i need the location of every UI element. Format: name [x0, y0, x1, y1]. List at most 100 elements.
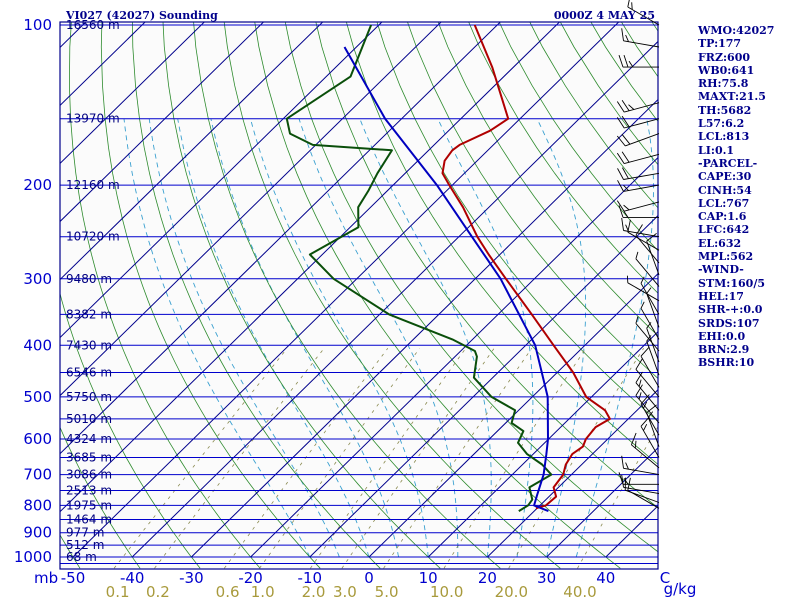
- mixing-ratio-tick-label: 40.0: [563, 583, 596, 600]
- wind-barb: [621, 474, 660, 495]
- height-label: 1464 m: [66, 513, 112, 527]
- wind-barb: [618, 54, 659, 68]
- pressure-tick-label: 400: [23, 336, 52, 354]
- isotherms: [60, 22, 658, 558]
- temperature-profile-line: [441, 24, 611, 510]
- moist-adiabat-line: [359, 118, 492, 558]
- moist-adiabat-line: [148, 118, 340, 558]
- height-label: 2513 m: [66, 484, 112, 498]
- dry-adiabat-line: [60, 292, 201, 569]
- height-label: 3086 m: [66, 468, 112, 482]
- height-label: 12160 m: [66, 178, 120, 192]
- pressure-tick-label: 800: [23, 496, 52, 514]
- index-item: CAPE:30: [698, 170, 752, 184]
- height-label: 1975 m: [66, 498, 112, 512]
- station-title: VI027 (42027) Sounding: [65, 9, 218, 22]
- index-item: -WIND-: [698, 263, 744, 277]
- index-item: EL:632: [698, 236, 742, 250]
- temperature-tick-label: 20: [478, 569, 497, 587]
- wind-barb: [646, 287, 660, 328]
- index-item: HEL:17: [698, 289, 744, 303]
- wind-barb: [616, 151, 660, 165]
- isotherm-line: [60, 22, 324, 281]
- mixing-ratio-unit-label: g/kg: [664, 580, 697, 598]
- plot-frame: [59, 21, 659, 570]
- wind-barb: [640, 394, 660, 436]
- sounding-indices-list: WMO:42027 TP:177 FRZ:600 WB0:641 RH:75.8 MAXT…: [698, 24, 798, 370]
- mixing-ratio-tick-label: 10.0: [430, 583, 463, 600]
- pressure-tick-label: 300: [23, 270, 52, 288]
- height-label: 3685 m: [66, 451, 112, 465]
- wind-barb: [635, 384, 660, 424]
- moist-adiabat-line: [298, 118, 459, 557]
- isotherm-line: [60, 22, 383, 339]
- index-item: STM:160/5: [698, 276, 765, 290]
- wind-barb: [630, 432, 660, 469]
- index-item: LI:0.1: [698, 143, 735, 157]
- index-item: L57:6.2: [698, 117, 745, 131]
- temperature-tick-label: -30: [179, 569, 204, 587]
- index-item: WB0:641: [698, 63, 755, 77]
- pressure-tick-label: 900: [23, 524, 52, 542]
- index-item: TP:177: [698, 37, 742, 51]
- pressure-tick-label: 600: [23, 430, 52, 448]
- wind-barb: [640, 276, 660, 315]
- mixing-ratio-line: [310, 347, 467, 569]
- isotherm-line: [309, 214, 658, 558]
- index-item: BRN:2.9: [698, 343, 750, 357]
- moist-adiabat-line: [536, 118, 587, 558]
- wind-barb: [646, 335, 660, 376]
- mixing-ratio-line: [154, 347, 325, 569]
- index-item: RH:75.8: [698, 77, 749, 91]
- isotherm-line: [60, 22, 502, 455]
- wind-barb: [635, 358, 660, 398]
- index-item: FRZ:600: [698, 50, 751, 64]
- wind-barb: [640, 416, 660, 458]
- index-item: TH:5682: [698, 103, 752, 117]
- temperature-tick-label: 0: [364, 569, 374, 587]
- height-label: 5750 m: [66, 390, 112, 404]
- index-item: WMO:42027: [698, 24, 775, 37]
- wind-barb: [618, 205, 659, 218]
- mixing-ratio-tick-labels: 0.1 0.2 0.6 1.0 2.0 3.0 5.0 10.0 20.0 40.0: [106, 583, 597, 600]
- wind-barb: [621, 455, 660, 476]
- height-label: 977 m: [66, 526, 104, 540]
- isotherm-line: [487, 389, 658, 558]
- index-item: LCL:813: [698, 130, 750, 144]
- wind-barb: [616, 200, 660, 212]
- parcel-path-line: [343, 46, 549, 513]
- mixing-ratio-line: [508, 347, 645, 569]
- isotherm-line: [546, 447, 658, 558]
- height-label: 512 m: [66, 538, 104, 552]
- mixing-ratio-tick-label: 0.2: [146, 583, 170, 600]
- index-item: CINH:54: [698, 183, 752, 197]
- mixing-ratio-line: [113, 347, 288, 569]
- mixing-ratio-tick-label: 0.6: [216, 583, 240, 600]
- wind-barb: [646, 322, 660, 363]
- index-item: -PARCEL-: [698, 156, 758, 170]
- wind-barb: [626, 275, 660, 302]
- isotherm-line: [250, 156, 658, 558]
- mixing-ratio-tick-label: 2.0: [302, 583, 326, 600]
- pressure-unit-label: mb: [34, 569, 58, 587]
- isotherm-line: [60, 22, 561, 513]
- index-item: SRDS:107: [698, 316, 760, 330]
- height-label: 16560 m: [66, 18, 120, 32]
- moist-adiabat-line: [575, 118, 654, 558]
- isotherm-line: [191, 98, 658, 558]
- height-label: 6546 m: [66, 366, 112, 380]
- index-item: MAXT:21.5: [698, 90, 766, 104]
- moist-adiabat-line: [123, 118, 311, 558]
- height-label: 9480 m: [66, 272, 112, 286]
- temperature-tick-label: -50: [61, 569, 86, 587]
- moist-adiabat-line: [437, 118, 534, 558]
- index-item: EHI:0.0: [698, 329, 746, 343]
- wind-barb: [646, 404, 660, 447]
- pressure-tick-label: 700: [23, 466, 52, 484]
- temperature-tick-label: 40: [596, 569, 615, 587]
- wind-barb: [627, 0, 660, 26]
- height-label: 68 m: [66, 550, 97, 564]
- height-label: 5010 m: [66, 412, 112, 426]
- wind-barb: [635, 316, 660, 352]
- moist-adiabat-line: [177, 118, 370, 558]
